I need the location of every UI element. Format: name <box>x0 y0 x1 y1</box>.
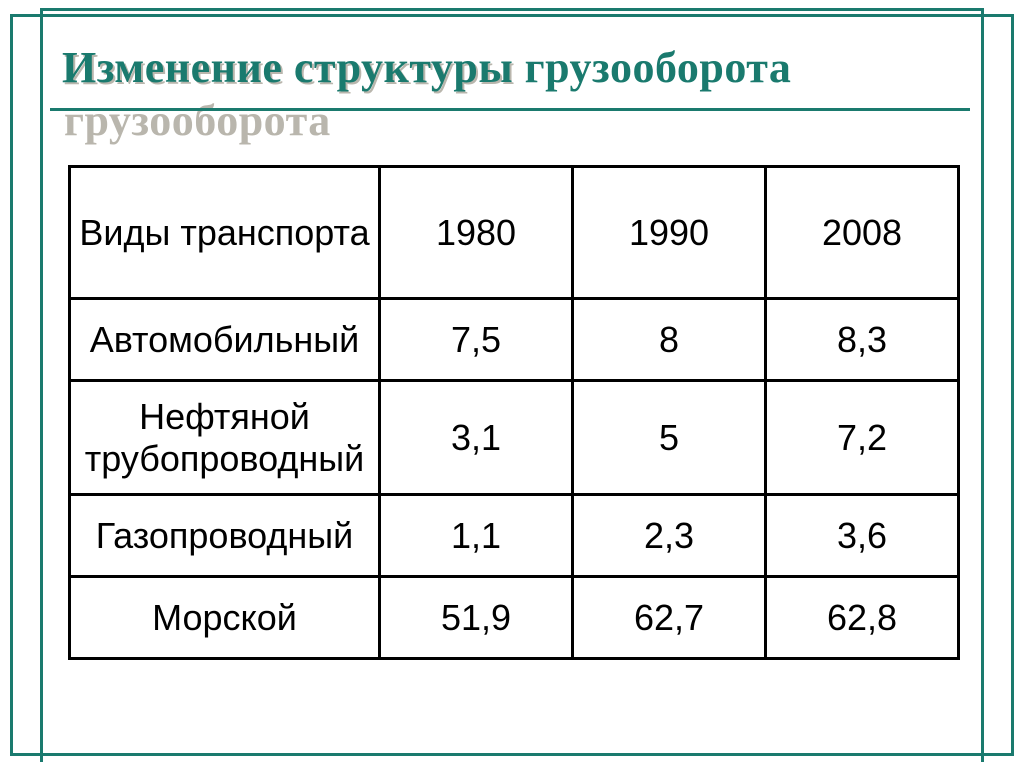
table-row: Автомобильный 7,5 8 8,3 <box>70 299 959 381</box>
col-header-2008: 2008 <box>766 167 959 299</box>
cell-label: Нефтяной трубопроводный <box>70 381 380 495</box>
cell-label: Морской <box>70 577 380 659</box>
cell-value: 1,1 <box>380 495 573 577</box>
slide: Изменение структуры грузооборота Изменен… <box>0 0 1024 767</box>
cell-value: 7,2 <box>766 381 959 495</box>
cell-value: 8,3 <box>766 299 959 381</box>
cell-value: 51,9 <box>380 577 573 659</box>
cell-value: 8 <box>573 299 766 381</box>
title-text: Изменение структуры грузооборота <box>62 43 791 92</box>
table-row: Морской 51,9 62,7 62,8 <box>70 577 959 659</box>
cell-value: 62,7 <box>573 577 766 659</box>
cell-value: 7,5 <box>380 299 573 381</box>
cell-label: Автомобильный <box>70 299 380 381</box>
cell-value: 5 <box>573 381 766 495</box>
cell-value: 62,8 <box>766 577 959 659</box>
data-table: Виды транспорта 1980 1990 2008 Автомобил… <box>68 165 958 660</box>
col-header-type: Виды транспорта <box>70 167 380 299</box>
table-row: Нефтяной трубопроводный 3,1 5 7,2 <box>70 381 959 495</box>
table-row: Газопроводный 1,1 2,3 3,6 <box>70 495 959 577</box>
col-header-1980: 1980 <box>380 167 573 299</box>
cell-value: 3,6 <box>766 495 959 577</box>
slide-title: Изменение структуры грузооборота Изменен… <box>62 42 791 93</box>
table-header-row: Виды транспорта 1980 1990 2008 <box>70 167 959 299</box>
cell-value: 3,1 <box>380 381 573 495</box>
cell-value: 2,3 <box>573 495 766 577</box>
cell-label: Газопроводный <box>70 495 380 577</box>
title-underline <box>50 108 970 111</box>
col-header-1990: 1990 <box>573 167 766 299</box>
